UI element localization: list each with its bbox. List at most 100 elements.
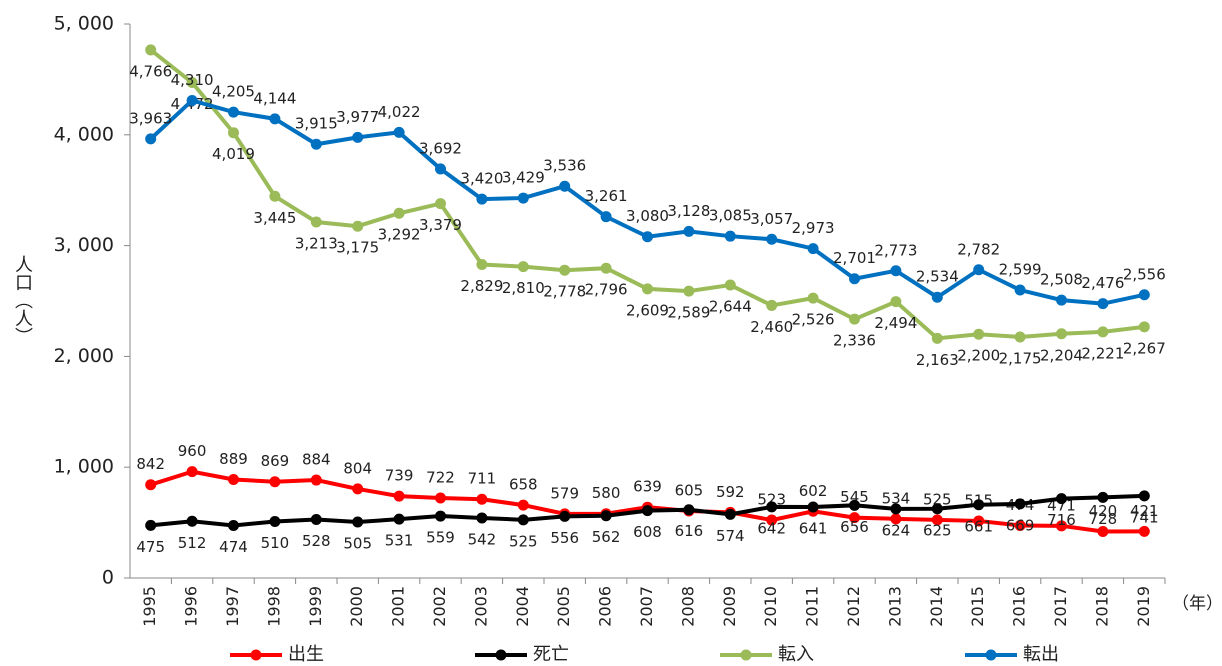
data-label: 728 [1089,510,1118,528]
y-tick-label: 4, 000 [54,123,114,145]
data-label: 2,589 [667,304,710,322]
point [973,264,985,276]
data-label: 3,977 [336,108,379,126]
data-label: 804 [343,459,372,477]
data-label: 4,144 [253,89,296,107]
data-label: 475 [136,538,165,556]
point [642,231,653,243]
data-label: 542 [468,530,497,548]
point [1056,493,1067,505]
legend-marker [495,649,507,661]
point [766,514,778,526]
legend-marker [985,649,997,661]
point [1097,491,1109,503]
point [517,514,529,526]
data-label: 3,213 [295,234,338,252]
point [849,512,860,524]
data-label: 2,599 [999,261,1042,279]
point [559,510,571,522]
data-label: 3,261 [585,187,628,205]
data-label: 3,915 [295,115,338,133]
point [310,138,322,150]
data-label: 2,175 [999,350,1042,368]
point [973,515,985,527]
x-tick-label: 1996 [182,586,201,627]
data-label: 3,420 [460,170,503,188]
point [1097,326,1109,338]
data-label: 625 [923,521,952,539]
legend-label: 転入 [778,644,814,665]
data-label: 884 [302,451,331,469]
point [1056,520,1067,532]
point [724,230,736,242]
point [228,127,239,139]
point [517,499,529,511]
x-tick-label: 1998 [264,586,283,627]
point [931,514,943,526]
data-label: 592 [716,483,745,501]
point [931,291,943,303]
x-tick-label: 2006 [596,586,615,627]
data-label: 474 [219,538,248,556]
point [849,313,860,325]
point [1138,525,1150,537]
x-tick-label: 2011 [803,586,822,627]
x-axis-label: （年） [1172,594,1222,614]
point [269,476,281,488]
data-label: 523 [757,491,786,509]
data-label: 3,963 [129,109,172,127]
x-tick-label: 2002 [430,586,449,627]
point [186,77,198,89]
data-label: 960 [178,442,207,460]
point [724,508,736,520]
point [435,163,446,175]
data-label: 2,778 [543,283,586,301]
data-label: 2,556 [1123,265,1166,283]
data-label: 3,429 [502,169,545,187]
data-label: 420 [1089,502,1118,520]
point [352,131,364,143]
point [228,106,239,118]
y-tick-label: 2, 000 [54,345,114,367]
x-tick-label: 2012 [844,586,863,627]
data-label: 534 [882,489,911,507]
x-tick-label: 1997 [223,586,242,627]
data-label: 2,701 [833,249,876,267]
point [973,499,985,511]
x-tick-label: 2009 [720,586,739,627]
point [186,94,198,106]
point [890,513,902,525]
point [145,44,157,56]
point [807,501,819,513]
data-label: 4,019 [212,145,255,163]
point [435,492,446,504]
point [145,133,157,145]
data-label: 639 [633,478,662,496]
data-label: 2,526 [792,311,835,329]
legend-marker [250,649,262,661]
point [186,515,198,527]
data-label: 741 [1130,508,1159,526]
y-axis-label: 人口（人） [12,255,33,345]
data-label: 2,267 [1123,339,1166,357]
data-label: 711 [468,470,497,488]
data-label: 2,782 [957,240,1000,258]
point [352,516,364,528]
data-label: 2,163 [916,351,959,369]
point [849,499,860,511]
data-label: 525 [509,532,538,550]
data-label: 3,057 [750,210,793,228]
data-label: 2,796 [585,281,628,299]
point [310,474,322,486]
point [228,473,239,485]
data-label: 2,973 [792,219,835,237]
data-label: 580 [592,484,621,502]
point [186,466,198,478]
data-label: 2,829 [460,277,503,295]
data-label: 4,022 [378,103,421,121]
x-tick-label: 2013 [885,586,904,627]
data-label: 2,460 [750,318,793,336]
data-label: 2,221 [1081,344,1124,362]
point [145,519,157,531]
